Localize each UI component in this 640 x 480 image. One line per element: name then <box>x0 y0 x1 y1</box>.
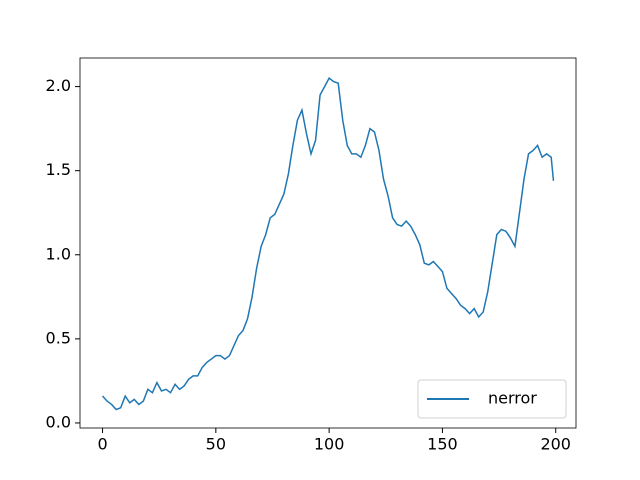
y-tick-label: 1.0 <box>46 244 71 263</box>
x-tick-label: 100 <box>314 435 345 454</box>
y-tick-label: 0.5 <box>46 328 71 347</box>
y-tick-label: 2.0 <box>46 76 71 95</box>
x-tick-label: 200 <box>540 435 571 454</box>
axes-frame <box>79 57 577 429</box>
y-tick-label: 1.5 <box>46 160 71 179</box>
x-tick-label: 0 <box>97 435 107 454</box>
x-tick-label: 50 <box>206 435 226 454</box>
legend-box <box>417 379 567 419</box>
legend-label: nerror <box>488 389 537 408</box>
line <box>101 77 555 411</box>
x-tick-label: 150 <box>427 435 458 454</box>
y-tick-label: 0.0 <box>46 412 71 431</box>
